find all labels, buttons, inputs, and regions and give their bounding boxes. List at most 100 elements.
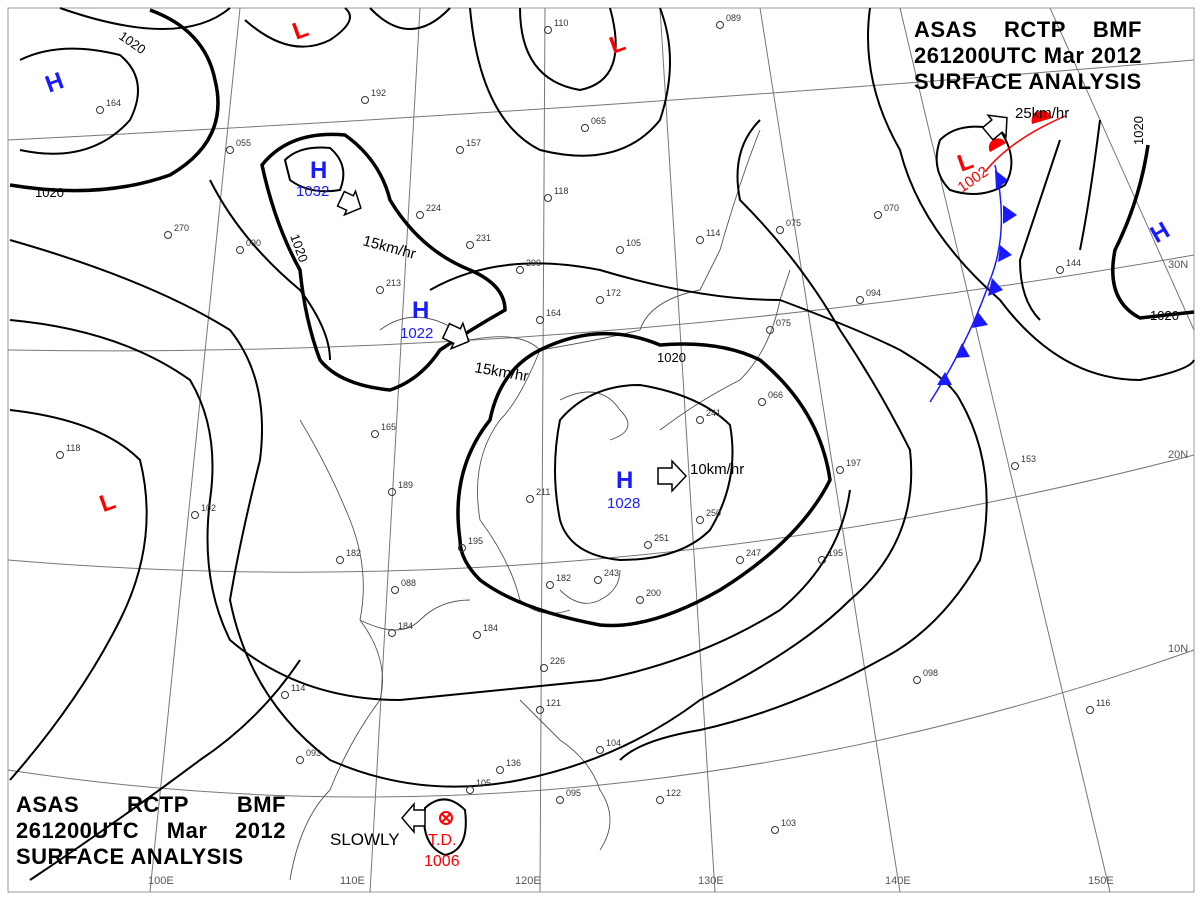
title-time: 261200UTC [16,818,140,843]
station-marker [1011,462,1019,470]
td-value: 1006 [424,853,460,870]
title-year: 2012 [235,818,286,843]
isobar-central [209,179,331,361]
title-product: SURFACE ANALYSIS [16,844,244,869]
station-pressure: 122 [666,788,681,798]
station-pressure: 118 [554,186,568,196]
title-station: RCTP [1004,17,1066,42]
meridian-140e [759,7,901,893]
isobar-label: 1020 [657,350,686,365]
station-pressure: 144 [1066,258,1081,268]
meridian-120e [539,7,546,893]
lat-label: 30N [1168,259,1188,271]
isobar-west-large [9,119,913,788]
station-pressure: 121 [546,698,561,708]
meridian-160e [1049,7,1195,331]
station-pressure: 224 [426,203,441,213]
station-marker [656,796,664,804]
station-marker [466,786,474,794]
isobars [9,7,1195,881]
station-marker [544,26,552,34]
title-block-bottom: ASAS RCTP BMF 261200UTC Mar 2012 SURFACE ANALY… [16,792,286,870]
motion-speed: 15km/hr [361,232,418,262]
station-marker [226,146,234,154]
station-marker [281,691,289,699]
station-pressure: 211 [536,487,550,497]
high-center: H [616,467,633,494]
station-marker [96,106,104,114]
parallel-30n [7,254,1195,352]
station-pressure: 075 [776,318,791,328]
isobar-label: 1020 [35,185,64,200]
station-pressure: 098 [923,668,938,678]
warm-front [984,110,1066,173]
station-marker [496,766,504,774]
station-plots: 110 089 065 157 224 213 231 200 164 172 105 118 114 0… [56,13,1110,834]
station-marker [1086,706,1094,714]
station-pressure: 094 [866,288,881,298]
title-code: BMF [1092,17,1142,42]
station-pressure: 241 [706,408,721,418]
cold-front [929,164,1017,403]
title-code: BMF [236,792,286,817]
station-marker [236,246,244,254]
lon-label: 130E [698,875,724,887]
lon-label: 120E [515,875,541,887]
station-marker [758,398,766,406]
station-marker [771,826,779,834]
station-pressure: 114 [291,683,305,693]
station-pressure: 116 [1096,698,1110,708]
title-month: Mar [1043,43,1085,68]
station-marker [696,516,704,524]
station-pressure: 093 [306,748,321,758]
tropical-depression-icon [439,811,453,825]
lat-label: 10N [1168,643,1188,655]
td-label: T.D. [428,832,456,849]
station-pressure: 089 [726,13,741,23]
isobar-east-high-ring [867,7,1195,382]
station-pressure: 184 [483,623,498,633]
station-marker [536,316,544,324]
station-marker [164,231,172,239]
isobar-1024-inner [554,383,734,562]
station-pressure: 114 [706,228,720,238]
station-pressure: 251 [654,533,669,543]
station-marker [636,596,644,604]
station-pressure: 110 [554,18,568,28]
station-pressure: 195 [468,536,483,546]
isobar-1020-east [1111,144,1195,320]
high-center: H [42,67,68,98]
station-marker [388,629,396,637]
station-pressure: 164 [546,308,561,318]
isobar-1020-nw [9,8,220,193]
axis-labels: 100E 110E 120E 130E 140E 150E 10N 20N 30… [148,259,1188,887]
high-center: H [310,157,327,184]
station-marker [818,556,826,564]
station-marker [546,581,554,589]
station-marker [544,194,552,202]
arrow-icon [657,459,688,493]
station-marker [526,495,534,503]
title-year: 2012 [1091,43,1142,68]
station-pressure: 165 [381,422,396,432]
station-marker [856,296,864,304]
station-marker [596,296,604,304]
low-center: L [289,15,312,45]
parallel-10n [7,649,1195,798]
station-pressure: 066 [768,390,783,400]
isobar-west-3 [9,409,148,781]
station-marker [466,241,474,249]
station-marker [416,211,424,219]
station-pressure: 270 [174,223,189,233]
isobar-north3 [369,7,451,30]
station-pressure: 243 [604,568,619,578]
station-marker [56,451,64,459]
station-marker [540,664,548,672]
isobar-1020-central [456,331,832,628]
station-marker [581,124,589,132]
station-marker [616,246,624,254]
station-pressure: 195 [828,548,843,558]
station-pressure: 189 [398,480,413,490]
isobar-1032-inner [283,146,345,193]
